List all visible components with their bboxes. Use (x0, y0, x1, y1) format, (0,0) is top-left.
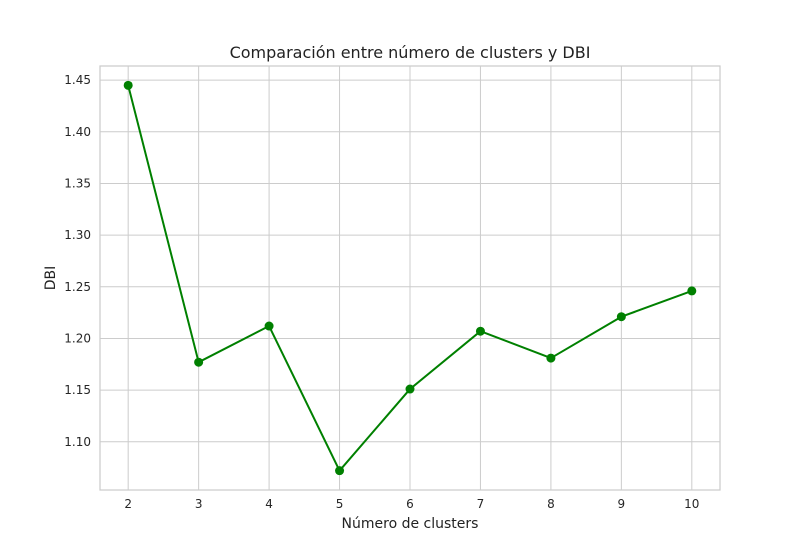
data-point (194, 357, 204, 367)
y-tick-label: 1.25 (64, 280, 91, 294)
x-tick-label: 9 (618, 497, 626, 511)
x-tick-label: 10 (684, 497, 699, 511)
y-tick-label: 1.40 (64, 125, 91, 139)
x-tick-label: 6 (406, 497, 414, 511)
x-ticks: 2 3 4 5 6 7 8 9 10 (124, 497, 699, 511)
plot-frame (99, 65, 721, 491)
y-tick-label: 1.45 (64, 73, 91, 87)
x-axis-label: Número de clusters (342, 516, 479, 532)
y-tick-label: 1.15 (64, 383, 91, 397)
data-point (123, 80, 133, 90)
x-tick-label: 8 (547, 497, 555, 511)
y-tick-label: 1.10 (64, 435, 91, 449)
data-point (335, 466, 345, 476)
x-tick-label: 5 (336, 497, 344, 511)
x-tick-label: 2 (124, 497, 132, 511)
y-ticks: 1.10 1.15 1.20 1.25 1.30 1.35 1.40 1.45 (64, 73, 91, 449)
chart-title: Comparación entre número de clusters y D… (230, 43, 591, 62)
x-tick-label: 7 (477, 497, 485, 511)
data-point (546, 353, 556, 363)
data-point (264, 321, 274, 331)
y-tick-label: 1.35 (64, 176, 91, 190)
grid (100, 66, 720, 490)
data-point (687, 286, 697, 296)
data-point (475, 326, 485, 336)
data-point (405, 384, 415, 394)
y-tick-label: 1.20 (64, 331, 91, 345)
y-tick-label: 1.30 (64, 228, 91, 242)
series-layer (123, 80, 697, 476)
y-axis-label: DBI (43, 266, 59, 291)
data-point (616, 312, 626, 322)
x-tick-label: 4 (265, 497, 273, 511)
x-tick-label: 3 (195, 497, 203, 511)
